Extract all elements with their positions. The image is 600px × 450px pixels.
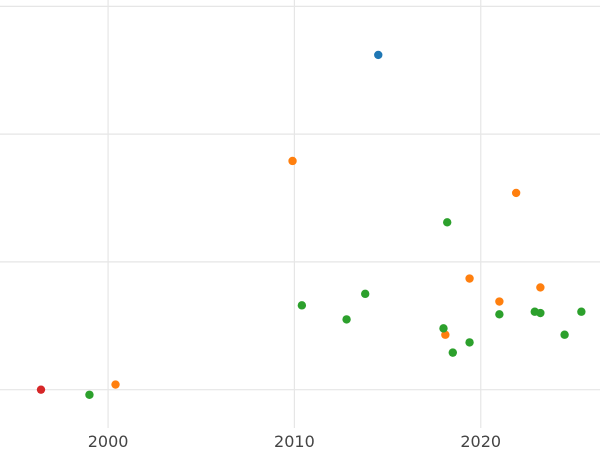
scatter-point — [448, 348, 457, 357]
scatter-point — [560, 330, 569, 339]
scatter-point — [465, 274, 474, 283]
scatter-point — [439, 324, 448, 333]
scatter-point — [342, 315, 351, 324]
scatter-point — [536, 308, 545, 318]
scatter-point — [443, 218, 452, 227]
scatter-point — [441, 330, 450, 339]
scatter-point — [288, 156, 297, 166]
gridlines — [0, 0, 600, 428]
scatter-point — [36, 385, 46, 394]
x-tick-label: 2010 — [274, 432, 315, 450]
scatter-point — [465, 338, 474, 347]
scatter-point — [85, 390, 94, 399]
scatter-point — [374, 50, 383, 60]
scatter-point — [536, 283, 545, 292]
data-points — [36, 50, 586, 399]
scatter-point — [511, 188, 521, 198]
x-tick-label: 2020 — [460, 432, 501, 450]
x-tick-label: 2000 — [88, 432, 129, 450]
x-axis-ticks: 2000 2010 2020 — [88, 432, 501, 450]
scatter-point — [495, 297, 504, 306]
scatter-point — [361, 289, 370, 299]
scatter-point — [111, 380, 120, 389]
scatter-point — [577, 307, 586, 316]
scatter-point — [297, 301, 307, 310]
scatter-point — [495, 310, 504, 319]
